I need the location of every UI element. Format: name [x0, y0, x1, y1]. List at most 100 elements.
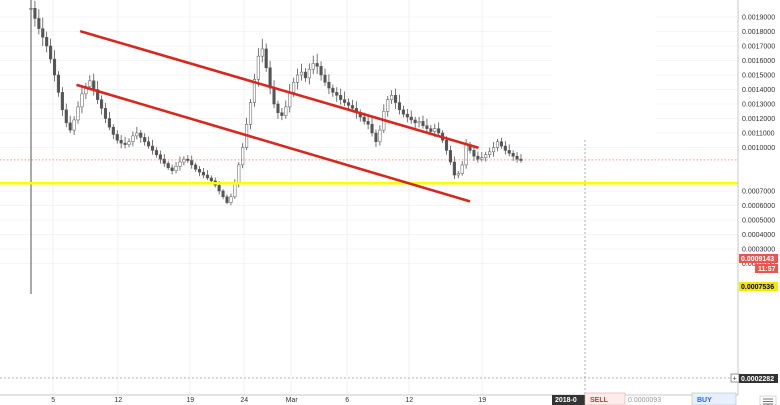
- candle: [460, 161, 464, 176]
- candle: [80, 86, 84, 114]
- date-tick-label: 24: [240, 397, 248, 404]
- buy-button[interactable]: [691, 392, 737, 405]
- candle: [256, 48, 260, 87]
- candle: [378, 125, 382, 146]
- candle-body: [209, 177, 213, 182]
- candle-body: [150, 145, 155, 151]
- candle-body: [52, 58, 57, 76]
- candle: [417, 116, 421, 128]
- candle-body: [425, 125, 429, 129]
- current-price-tag-bg: [739, 254, 778, 263]
- candle-body: [147, 141, 151, 147]
- candle-body: [252, 79, 256, 103]
- candle: [488, 147, 492, 158]
- date-tick-label: 12: [405, 397, 413, 404]
- buy-price-value: 0.0000093: [628, 397, 661, 404]
- candle: [386, 96, 390, 117]
- price-scale[interactable]: [738, 0, 780, 395]
- trend-channel[interactable]: [76, 30, 479, 203]
- level-price-tag: 0.0007536: [739, 282, 778, 291]
- candle-body: [162, 158, 166, 164]
- candle: [143, 133, 147, 146]
- candle: [56, 71, 60, 97]
- candle-body: [296, 74, 300, 83]
- date-tick-label: Mar: [286, 397, 299, 404]
- time-scale[interactable]: [0, 395, 780, 405]
- candle-body: [515, 155, 519, 160]
- candle: [190, 155, 194, 169]
- time-scale-labels: 5 12 19 24 Mar 6 12 19: [51, 397, 486, 404]
- candle-body: [339, 95, 343, 100]
- price-tick-label: 0.0003000: [742, 247, 775, 254]
- candle-body: [264, 48, 268, 69]
- candle: [276, 100, 280, 119]
- current-price-tag: 0.0009143 11:57: [739, 254, 778, 273]
- candle-body: [154, 150, 158, 155]
- candle: [456, 170, 460, 179]
- candle-body: [37, 18, 41, 29]
- candle: [452, 156, 456, 180]
- candle-body: [201, 171, 206, 176]
- candle: [111, 124, 115, 140]
- candle-body: [492, 147, 496, 153]
- candle-body: [503, 145, 507, 151]
- level-price-tag-bg: [739, 282, 778, 291]
- candle: [366, 115, 370, 130]
- candle-body: [386, 99, 390, 112]
- candle-body: [76, 106, 80, 121]
- candle-body: [405, 113, 409, 118]
- candle-body: [307, 68, 311, 79]
- candle: [315, 53, 319, 74]
- candle: [307, 63, 311, 85]
- candle: [327, 74, 331, 95]
- sell-button-label: SELL: [590, 397, 609, 404]
- candle: [401, 105, 405, 118]
- candle-body: [92, 80, 96, 90]
- candle: [201, 168, 206, 179]
- candle-body: [237, 164, 241, 184]
- candle-body: [100, 99, 104, 109]
- candle: [335, 87, 339, 103]
- candle-body: [256, 55, 260, 80]
- candle-body: [139, 132, 143, 138]
- candle: [484, 151, 488, 162]
- candle-body: [276, 103, 280, 113]
- candle: [507, 144, 511, 157]
- candle-body: [378, 129, 382, 142]
- menu-icon[interactable]: [759, 395, 777, 405]
- date-tick-label: 19: [186, 397, 194, 404]
- candle: [492, 141, 496, 157]
- candle-body: [64, 109, 68, 124]
- candle-body: [56, 74, 60, 93]
- candle: [135, 126, 139, 140]
- candle-body: [170, 167, 174, 171]
- candle: [139, 130, 143, 143]
- candle-body: [123, 142, 127, 145]
- candle-body: [248, 102, 253, 125]
- candle-body: [421, 121, 425, 127]
- candle-body: [205, 174, 209, 179]
- candle-body: [178, 161, 182, 167]
- crosshair-date-value: 2018-0: [555, 397, 577, 404]
- price-tick-label: 0.0016000: [742, 58, 775, 65]
- candle-body: [448, 150, 452, 163]
- candle-body: [68, 122, 72, 131]
- candle: [248, 99, 253, 130]
- candle-body: [495, 141, 500, 148]
- candle-body: [241, 147, 245, 166]
- candle-body: [221, 190, 225, 198]
- channel-lower: [76, 83, 471, 203]
- candle: [264, 43, 268, 72]
- candle: [221, 189, 225, 200]
- candle-body: [143, 137, 147, 142]
- sell-button[interactable]: [584, 392, 626, 405]
- candle-body: [166, 163, 170, 169]
- candle-body: [413, 119, 417, 124]
- candle-body: [41, 28, 45, 38]
- level-price-value: 0.0007536: [741, 284, 774, 291]
- candle-body: [158, 154, 162, 160]
- date-tick-label: 6: [345, 397, 349, 404]
- candle: [170, 164, 174, 175]
